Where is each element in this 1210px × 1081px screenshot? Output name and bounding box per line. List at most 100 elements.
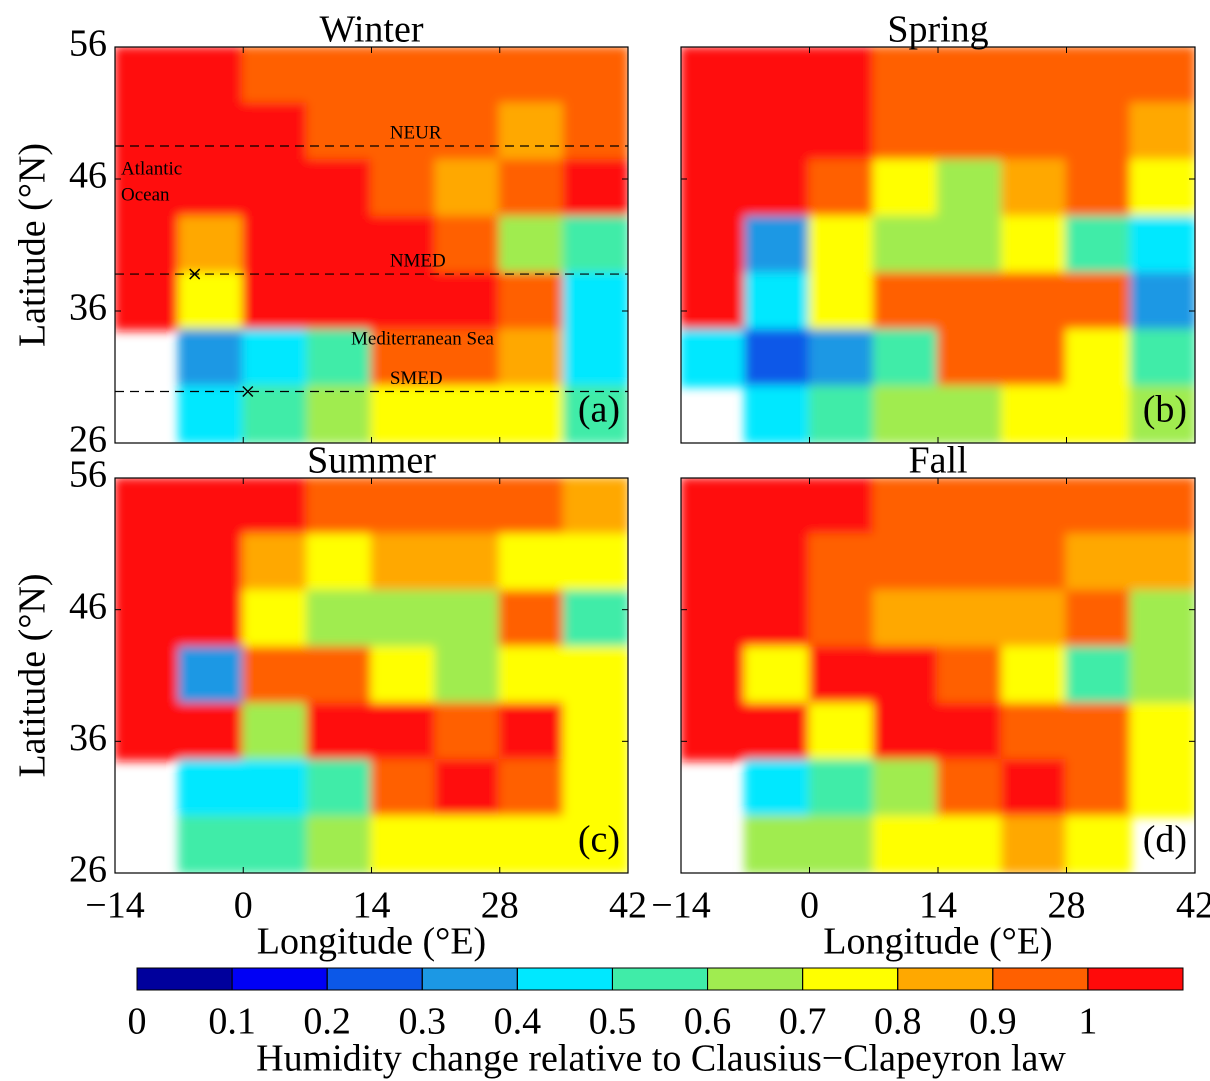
field-soft [681, 47, 1195, 443]
field-cell [434, 646, 501, 705]
x-tick-label: 14 [353, 885, 391, 927]
panel-title: Spring [887, 9, 988, 51]
field-cell [872, 646, 939, 705]
field-cell [744, 759, 811, 818]
field-cell [1001, 328, 1068, 388]
colorbar-bin [326, 967, 423, 991]
field-cell [681, 646, 747, 705]
field-cell [681, 272, 747, 331]
field-cell [370, 385, 437, 443]
field-cell [1129, 646, 1195, 705]
field-cell [434, 159, 501, 218]
field-cell [808, 102, 875, 162]
field-cell [434, 47, 501, 105]
field-cell [370, 159, 437, 218]
region-label: SMED [390, 368, 443, 389]
field-cell [872, 759, 939, 818]
field-cell [681, 159, 747, 218]
field-cell [115, 272, 181, 331]
field-cell [115, 478, 181, 536]
field-cell [242, 328, 309, 388]
x-axis-label: Longitude (°E) [823, 921, 1052, 963]
field-cell [681, 215, 747, 275]
field-cell [681, 533, 747, 592]
field-cell [1001, 215, 1068, 275]
field-cell [370, 102, 437, 162]
field-cell [242, 385, 309, 443]
field-cell [808, 533, 875, 592]
field-cell [937, 215, 1004, 275]
x-tick-label: 0 [234, 885, 253, 927]
field-cell [1065, 385, 1132, 443]
field-cell [744, 159, 811, 218]
field-cell [306, 759, 373, 818]
field-cell [1065, 815, 1132, 873]
colorbar-bin [516, 967, 613, 991]
field-cell [434, 589, 501, 649]
field-cell [178, 533, 245, 592]
field-cell [178, 589, 245, 649]
field-cell [808, 589, 875, 649]
colorbar-bin [611, 967, 709, 991]
colorbar-tick-label: 0 [128, 1001, 147, 1043]
panel-title: Winter [320, 9, 424, 51]
field-cell [178, 272, 245, 331]
station-cross [189, 268, 201, 280]
field-cell [562, 533, 628, 592]
region-label: NEUR [390, 122, 442, 143]
field-soft [115, 478, 628, 873]
field-cell [1001, 478, 1068, 536]
field-cell [434, 385, 501, 443]
field-cell [370, 646, 437, 705]
y-tick-label: 56 [69, 454, 107, 496]
colorbar-tick-label: 0.3 [399, 1001, 447, 1043]
field-cell [808, 272, 875, 331]
field-cell [434, 328, 501, 388]
colorbar-title: Humidity change relative to Clausius−Cla… [256, 1038, 1066, 1080]
field-cell [242, 815, 309, 873]
panel-title: Fall [908, 440, 967, 482]
field-cell [1001, 589, 1068, 649]
field-cell [562, 478, 628, 536]
field-cell [370, 47, 437, 105]
field-cell [562, 759, 628, 818]
field-cell [370, 815, 437, 873]
field-cell [1001, 159, 1068, 218]
field-cell [115, 646, 181, 705]
field-cell [242, 159, 309, 218]
panel-label: (a) [578, 389, 620, 431]
field-cell [562, 102, 628, 162]
field-cell [434, 215, 501, 275]
field-cell [808, 385, 875, 443]
field-cell [872, 47, 939, 105]
field-cell [937, 589, 1004, 649]
field-cell [498, 759, 565, 818]
field-cell [808, 478, 875, 536]
field-cell [744, 385, 811, 443]
field-soft [681, 478, 1195, 873]
field-cell [1129, 328, 1195, 388]
field-cell [808, 159, 875, 218]
y-tick-label: 36 [69, 717, 107, 759]
x-tick-label: 42 [609, 885, 647, 927]
field-cell [937, 533, 1004, 592]
field-cell [872, 589, 939, 649]
field-cell [306, 47, 373, 105]
field-cell [434, 478, 501, 536]
x-tick-label: 28 [1048, 885, 1086, 927]
field-cell [178, 815, 245, 873]
field-cell [498, 328, 565, 388]
x-tick-label: 0 [800, 885, 819, 927]
field-cell [937, 478, 1004, 536]
colorbar-bin [897, 967, 994, 991]
field-cell [115, 702, 181, 762]
field-cell [808, 646, 875, 705]
field-cell [242, 646, 309, 705]
field-cell [872, 815, 939, 873]
field-cell [937, 646, 1004, 705]
field-cell [744, 215, 811, 275]
field-cell [178, 159, 245, 218]
field-cell [937, 272, 1004, 331]
y-tick-label: 36 [69, 287, 107, 329]
